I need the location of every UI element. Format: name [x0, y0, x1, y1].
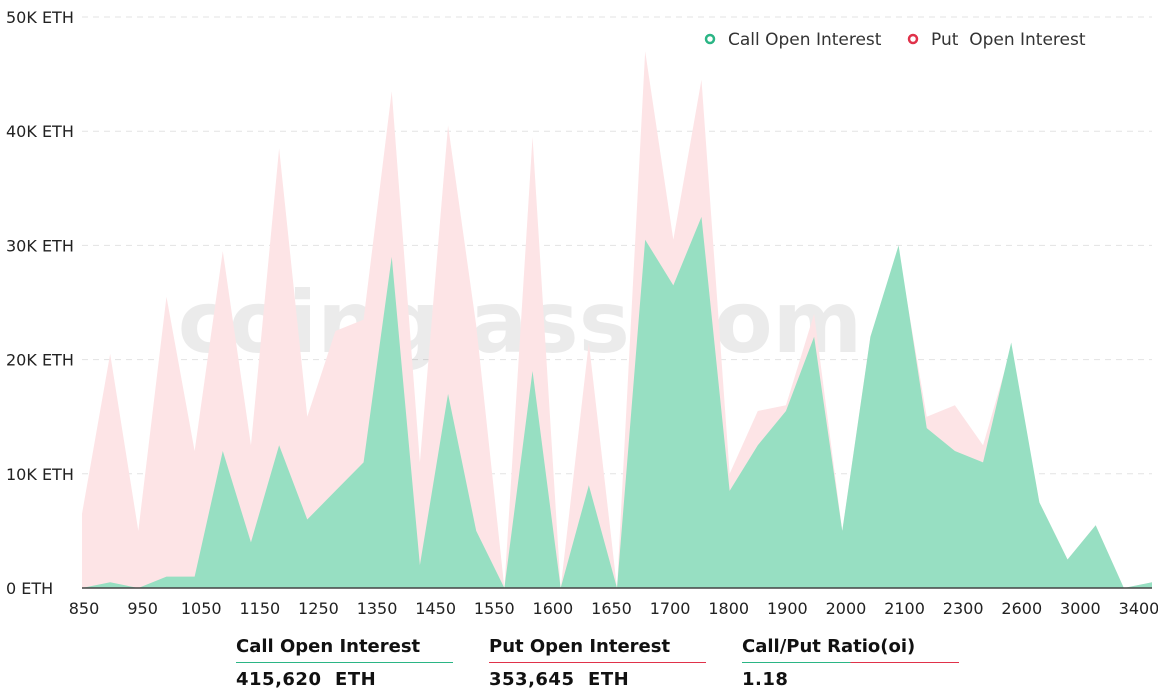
- x-tick-label: 1600: [533, 599, 574, 618]
- x-tick-label: 1700: [650, 599, 691, 618]
- y-tick-label: 30K ETH: [6, 236, 74, 255]
- stat-ratio-divider: [742, 662, 959, 663]
- y-axis: 0 ETH 10K ETH 20K ETH 30K ETH 40K ETH 50K ETH: [6, 8, 74, 598]
- y-tick-label: 0 ETH: [6, 579, 53, 598]
- x-tick-label: 1050: [181, 599, 222, 618]
- x-tick-label: 1650: [591, 599, 632, 618]
- legend-label-put: Put Open Interest: [931, 30, 1086, 50]
- stat-ratio-label: Call/Put Ratio(oi): [742, 636, 916, 657]
- x-tick-label: 1150: [239, 599, 280, 618]
- legend: Call Open Interest Put Open Interest: [704, 30, 1086, 50]
- stat-call: Call Open Interest 415,620 ETH: [236, 634, 453, 690]
- legend-label-call: Call Open Interest: [728, 30, 882, 50]
- x-tick-label: 850: [69, 599, 100, 618]
- stat-call-value: 415,620 ETH: [236, 669, 377, 690]
- legend-item-call[interactable]: Call Open Interest: [704, 30, 882, 50]
- call-open-interest-area: [82, 216, 1152, 588]
- y-tick-label: 10K ETH: [6, 465, 74, 484]
- x-tick-label: 950: [127, 599, 158, 618]
- stat-put: Put Open Interest 353,645 ETH: [489, 634, 706, 690]
- x-tick-label: 2300: [943, 599, 984, 618]
- legend-item-put[interactable]: Put Open Interest: [907, 30, 1086, 50]
- y-tick-label: 40K ETH: [6, 122, 74, 141]
- x-tick-label: 1350: [357, 599, 398, 618]
- x-tick-label: 1450: [415, 599, 456, 618]
- put-marker-icon: [907, 33, 919, 45]
- x-tick-label: 1550: [474, 599, 515, 618]
- x-tick-label: 3400: [1119, 599, 1158, 618]
- x-tick-label: 2000: [826, 599, 867, 618]
- x-tick-label: 3000: [1060, 599, 1101, 618]
- x-tick-label: 1250: [298, 599, 339, 618]
- stat-ratio: Call/Put Ratio(oi) 1.18: [742, 634, 959, 690]
- x-tick-label: 2600: [1001, 599, 1042, 618]
- stat-put-value: 353,645 ETH: [489, 669, 630, 690]
- x-tick-label: 2100: [884, 599, 925, 618]
- stat-call-label: Call Open Interest: [236, 634, 453, 663]
- area-series: [82, 51, 1152, 588]
- x-tick-label: 1900: [767, 599, 808, 618]
- stats-panel: Call Open Interest 415,620 ETH Put Open …: [236, 634, 995, 690]
- call-marker-icon: [704, 33, 716, 45]
- y-tick-label: 20K ETH: [6, 351, 74, 370]
- x-tick-label: 1800: [708, 599, 749, 618]
- stat-ratio-value: 1.18: [742, 669, 789, 690]
- stat-put-label: Put Open Interest: [489, 634, 706, 663]
- x-axis: 850 950 1050 1150 1250 1350 1450 1550 1600 1650 17…: [69, 599, 1158, 618]
- y-tick-label: 50K ETH: [6, 8, 74, 27]
